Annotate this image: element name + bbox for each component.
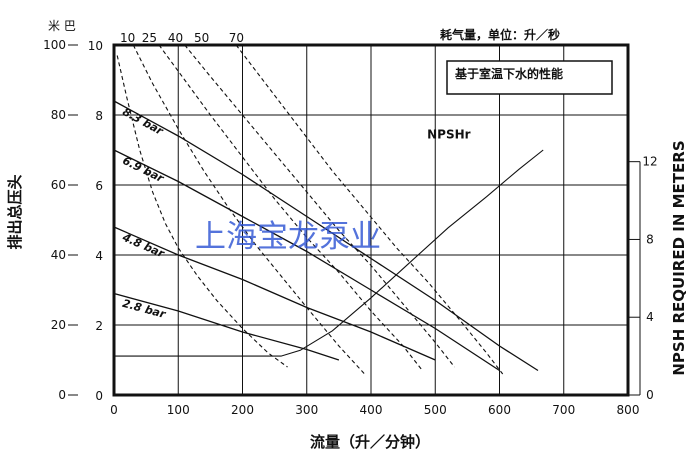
- pressure-label-2.8-bar: 2.8 bar: [121, 297, 167, 321]
- air-curve-50: [184, 44, 455, 368]
- air-consumption-curves: [116, 44, 504, 375]
- y-bar-tick-8: 8: [95, 109, 103, 123]
- npsh-label: NPSHr: [427, 127, 471, 141]
- pressure-curve-8.3-bar: [113, 100, 539, 372]
- grid-lines: [113, 44, 629, 396]
- x-tick-400: 400: [360, 403, 383, 417]
- left-axis-title: 排出总压头: [6, 174, 24, 249]
- air-label-25: 25: [142, 31, 157, 45]
- npsh-curve: [114, 149, 544, 357]
- npsh-curve-group: NPSHr: [114, 127, 544, 357]
- air-label-40: 40: [168, 31, 183, 45]
- air-curve-70: [235, 44, 504, 375]
- x-tick-500: 500: [424, 403, 447, 417]
- y-meter-tick-100: 100: [43, 38, 66, 52]
- x-tick-800: 800: [617, 403, 640, 417]
- pressure-curve-2.8-bar: [113, 292, 340, 361]
- y-npsh-tick-4: 4: [646, 310, 654, 324]
- pressure-curve-4.8-bar: [113, 226, 436, 361]
- air-curve-25: [132, 44, 366, 375]
- x-tick-700: 700: [552, 403, 575, 417]
- x-tick-100: 100: [167, 403, 190, 417]
- y-bar-tick-2: 2: [95, 319, 103, 333]
- y-npsh-tick-0: 0: [646, 388, 654, 402]
- pressure-label-6.9-bar: 6.9 bar: [120, 154, 166, 185]
- y-bar-tick-4: 4: [95, 249, 103, 263]
- air-label-10: 10: [120, 31, 135, 45]
- y-meter-tick-20: 20: [51, 318, 66, 332]
- y-bar-tick-6: 6: [95, 179, 103, 193]
- x-tick-300: 300: [295, 403, 318, 417]
- note-text: 基于室温下水的性能: [454, 66, 563, 81]
- pressure-label-8.3-bar: 8.3 bar: [120, 105, 165, 138]
- y-meter-tick-40: 40: [51, 248, 66, 262]
- y-npsh-tick-12: 12: [642, 155, 657, 169]
- pressure-curve-6.9-bar: [113, 149, 500, 372]
- right-axis-title: NPSH REQUIRED IN METERS: [670, 140, 688, 375]
- air-curve-40: [158, 44, 423, 371]
- x-tick-0: 0: [110, 403, 118, 417]
- note-box: [446, 60, 613, 95]
- x-axis-title: 流量（升／分钟）: [310, 433, 430, 451]
- left-unit-title: 米 巴: [48, 19, 76, 33]
- y-meter-tick-80: 80: [51, 108, 66, 122]
- air-consumption-title: 耗气量，单位：升／秒: [440, 27, 560, 42]
- y-bar-tick-10: 10: [88, 39, 103, 53]
- y-bar-tick-0: 0: [95, 389, 103, 403]
- air-label-50: 50: [194, 31, 209, 45]
- x-tick-600: 600: [488, 403, 511, 417]
- air-curve-10: [116, 55, 288, 368]
- pressure-label-4.8-bar: 4.8 bar: [120, 230, 167, 260]
- y-meter-tick-0: 0: [58, 388, 66, 402]
- y-meter-tick-60: 60: [51, 178, 66, 192]
- air-label-70: 70: [229, 31, 244, 45]
- watermark-text: 上海宝龙泵业: [195, 219, 381, 255]
- x-tick-200: 200: [231, 403, 254, 417]
- y-npsh-tick-8: 8: [646, 232, 654, 246]
- plot-frame: [112, 43, 630, 397]
- tick-labels: 0 100 200 300 400 500 600 700 800020406080100024…: [43, 31, 658, 417]
